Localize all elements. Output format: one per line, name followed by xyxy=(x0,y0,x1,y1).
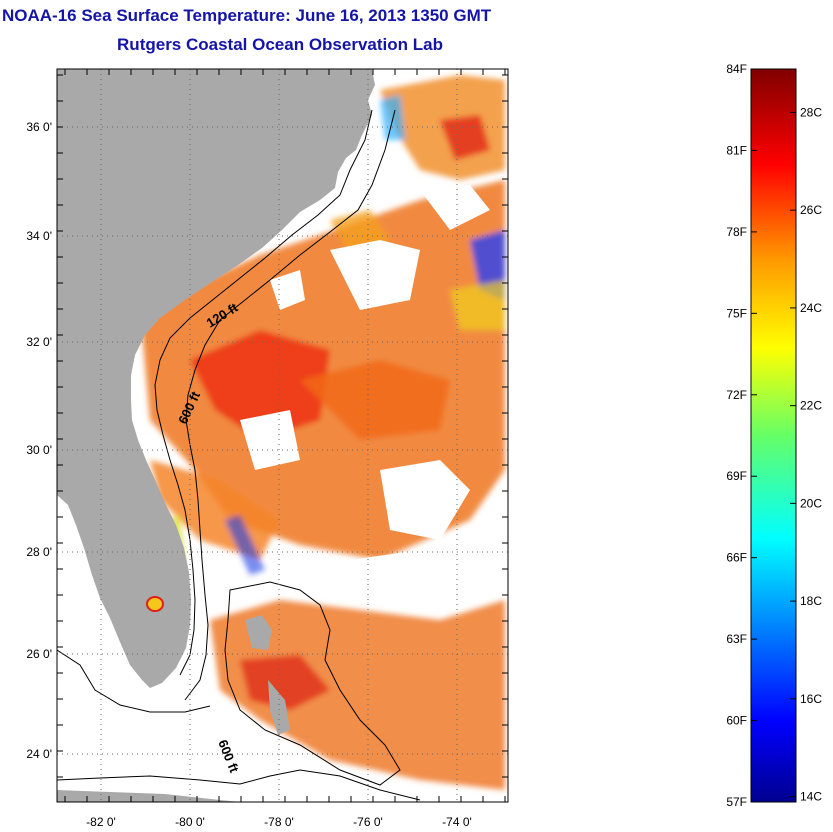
colorbar-celsius-labels: 28C 26C 24C 22C 20C 18C 16C 14C xyxy=(800,105,822,803)
map-subtitle: Rutgers Coastal Ocean Observation Lab xyxy=(117,35,443,54)
colorbar-c-label: 18C xyxy=(800,594,822,608)
lat-label-36: 36 0' xyxy=(26,120,52,134)
contour-bahamas xyxy=(224,581,401,786)
colorbar-f-label: 72F xyxy=(726,388,747,402)
colorbar-f-label: 63F xyxy=(726,632,747,646)
lat-label-32: 32 0' xyxy=(26,335,52,349)
lat-label-30: 30 0' xyxy=(26,443,52,457)
colorbar-ticks xyxy=(751,68,796,803)
colorbar-c-label: 22C xyxy=(800,399,822,413)
lat-label-24: 24 0' xyxy=(26,747,52,761)
colorbar-c-label: 28C xyxy=(800,105,822,119)
colorbar-f-label: 78F xyxy=(726,225,747,239)
contour-600ft xyxy=(184,109,396,701)
lon-label-76: -76 0' xyxy=(353,815,383,829)
lat-label-26: 26 0' xyxy=(26,647,52,661)
colorbar-f-label: 66F xyxy=(726,551,747,565)
contour-keys xyxy=(57,649,211,713)
map-frame xyxy=(56,68,509,803)
lon-label-74: -74 0' xyxy=(442,815,472,829)
colorbar-c-label: 14C xyxy=(800,790,822,804)
colorbar-f-label: 75F xyxy=(726,306,747,320)
lake-okeechobee xyxy=(146,596,164,612)
colorbar-f-label: 57F xyxy=(726,795,747,809)
contour-120ft xyxy=(154,109,373,676)
bahamas-andros xyxy=(245,615,272,650)
colorbar-f-label: 81F xyxy=(726,143,747,157)
map-title: NOAA-16 Sea Surface Temperature: June 16… xyxy=(2,6,492,25)
land-mass xyxy=(57,69,375,688)
colorbar-c-label: 24C xyxy=(800,301,822,315)
colorbar-c-label: 26C xyxy=(800,203,822,217)
lat-label-28: 28 0' xyxy=(26,545,52,559)
lat-label-34: 34 0' xyxy=(26,229,52,243)
lon-label-80: -80 0' xyxy=(175,815,205,829)
lon-label-78: -78 0' xyxy=(264,815,294,829)
latitude-labels: 36 0' 34 0' 32 0' 30 0' 28 0' 26 0' 24 0… xyxy=(26,120,52,761)
colorbar-f-label: 84F xyxy=(726,62,747,76)
colorbar-f-label: 69F xyxy=(726,469,747,483)
colorbar-c-label: 16C xyxy=(800,692,822,706)
axis-ticks xyxy=(57,69,508,802)
lon-label-82: -82 0' xyxy=(86,815,116,829)
colorbar-c-label: 20C xyxy=(800,496,822,510)
longitude-labels: -82 0' -80 0' -78 0' -76 0' -74 0' xyxy=(86,815,472,829)
contour-cuba xyxy=(57,769,421,801)
cuba-landmass xyxy=(57,790,240,802)
bahamas-islands xyxy=(268,680,290,735)
cloud-mask xyxy=(240,185,490,610)
map-panel: 120 ft 600 ft 600 ft xyxy=(57,69,508,802)
colorbar-gradient xyxy=(750,68,797,803)
colorbar: 84F 81F 78F 75F 72F 69F 66F 63F 60F 57F 28C 26C 24C… xyxy=(726,62,822,809)
graticule xyxy=(57,69,508,802)
colorbar-f-label: 60F xyxy=(726,714,747,728)
colorbar-fahrenheit-labels: 84F 81F 78F 75F 72F 69F 66F 63F 60F 57F xyxy=(726,62,747,809)
